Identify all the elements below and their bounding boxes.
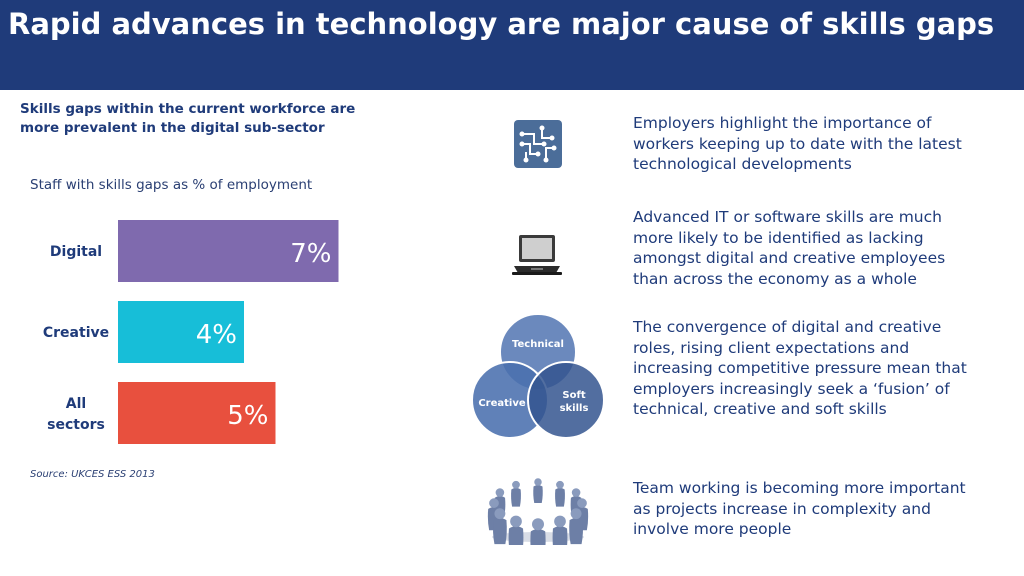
chart-subtitle: Skills gaps within the current workforce… — [20, 101, 356, 136]
circuit-icon — [514, 120, 562, 168]
team-figure — [533, 478, 543, 503]
source-note: Source: UKCES ESS 2013 — [30, 469, 155, 480]
bar-value-label: 5% — [227, 401, 268, 431]
category-label: Digital — [50, 244, 102, 260]
point-technology-text: Employers highlight the importance of wo… — [633, 114, 962, 173]
team-figure — [569, 508, 584, 545]
venn-label-technical: Technical — [512, 339, 564, 350]
bar-value-label: 7% — [290, 239, 331, 269]
chart-caption: Staff with skills gaps as % of employmen… — [30, 177, 313, 193]
category-label: All sectors — [47, 396, 105, 433]
venn-circle-soft-skills — [527, 361, 605, 439]
point-it-skills-text: Advanced IT or software skills are much … — [633, 208, 946, 288]
venn-label-soft-skills: Soft skills — [560, 390, 589, 414]
venn-label-creative: Creative — [478, 398, 526, 409]
team-figure — [511, 480, 521, 507]
bar-digital — [118, 220, 339, 282]
team-figure — [555, 480, 565, 507]
bar-creative — [118, 301, 244, 363]
page-title: Rapid advances in technology are major c… — [8, 7, 995, 41]
point-team-working-text: Team working is becoming more important … — [633, 479, 966, 538]
team-figure — [492, 508, 507, 545]
laptop-icon — [512, 235, 562, 275]
bar-chart: 7% Digital 4% Creative 5% All sectors — [43, 220, 339, 444]
team-figure — [530, 518, 546, 545]
point-convergence-text: The convergence of digital and creative … — [633, 318, 967, 418]
bar-value-label: 4% — [196, 320, 237, 350]
category-label: Creative — [43, 325, 109, 341]
title-banner: Rapid advances in technology are major c… — [0, 0, 1024, 90]
venn-diagram: Technical Creative Soft skills — [471, 313, 605, 439]
team-figure — [552, 515, 568, 545]
team-circle-icon — [487, 478, 589, 545]
bar-all-sectors — [118, 382, 276, 444]
team-figure — [508, 515, 524, 545]
